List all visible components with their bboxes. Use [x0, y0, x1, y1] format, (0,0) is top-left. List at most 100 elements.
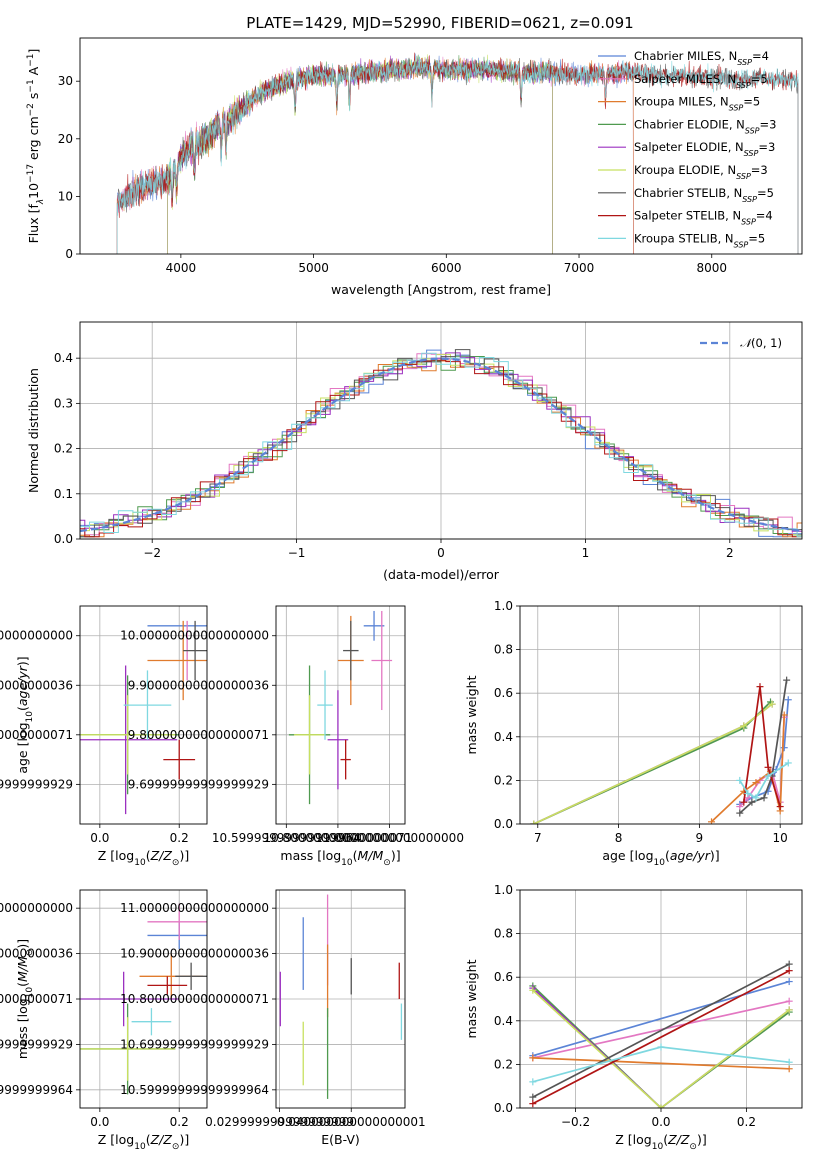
- mass-weight-marker: [780, 744, 788, 752]
- axes-frame: [275, 889, 406, 1109]
- y-tick-label: 0: [65, 247, 73, 261]
- error-bar-point: [163, 739, 196, 780]
- x-tick-label: 6000: [431, 261, 462, 275]
- x-tick-label: 7: [534, 831, 542, 845]
- mass-weight-marker: [736, 776, 744, 784]
- mass-weight-marker: [783, 676, 791, 684]
- mass-weight-marker: [760, 794, 768, 802]
- error-bar-point: [80, 695, 176, 775]
- residual-histogram: [80, 352, 802, 532]
- mass-vs-reddening-panel: 0.0299999999999999990.040000000000000001…: [120, 889, 426, 1147]
- y-tick-label: 0.1: [54, 487, 73, 501]
- error-bar-point: [80, 971, 180, 1027]
- y-tick-label: 10.00000000000000000: [120, 629, 269, 643]
- legend-label: Kroupa STELIB, NSSP=5: [634, 231, 765, 249]
- x-axis-label: Z [log10(Z/Z⊙)]: [98, 1132, 189, 1152]
- x-tick-label: 10: [773, 831, 788, 845]
- legend-label: Chabrier ELODIE, NSSP=3: [634, 117, 776, 135]
- y-tick-label: 9.69999999999999929: [128, 777, 269, 791]
- x-tick-label: 0: [437, 546, 445, 560]
- x-axis-label: Z [log10(Z/Z⊙)]: [615, 1132, 706, 1152]
- axes-frame: [519, 889, 803, 1109]
- mass-weight-vs-age-panel: 7 8 9 10 0.0 0.2 0.4 0.6 0.8 1.0 age [log10(age/yr…: [464, 599, 803, 868]
- mass-weight-line: [533, 701, 772, 824]
- legend: Chabrier MILES, NSSP=4 Salpeter MILES, NS…: [598, 49, 776, 249]
- error-bar-point: [371, 610, 393, 711]
- y-tick-label: 10.90000000000000036: [120, 947, 269, 961]
- axes-frame: [79, 321, 803, 540]
- error-bar-point: [147, 976, 188, 995]
- y-tick-label: 0.6: [494, 686, 513, 700]
- x-tick-label: −0.2: [561, 1115, 590, 1129]
- error-bar-point: [340, 739, 351, 780]
- age-vs-metallicity-panel: 0.0 0.2 9.69999999999999929 9.8000000000000…: [0, 605, 208, 868]
- error-bar-point: [80, 665, 178, 815]
- y-tick-label: 0.4: [54, 351, 73, 365]
- mass-weight-marker: [784, 759, 792, 767]
- y-tick-label: 0.8: [494, 927, 513, 941]
- mass-weight-marker: [764, 763, 772, 771]
- spectrum-line: [116, 56, 799, 254]
- x-axis-label: mass [log10(M/M⊙)]: [280, 848, 400, 868]
- error-bar-point: [131, 1008, 172, 1036]
- y-tick-label: 0.8: [494, 643, 513, 657]
- x-tick-label: 4000: [166, 261, 197, 275]
- x-tick-label: 10.80000000000000071: [263, 831, 412, 845]
- mass-weight-marker: [776, 803, 784, 811]
- mass-weight-line: [532, 989, 790, 1108]
- y-tick-label: 9.80000000000000071: [0, 728, 73, 742]
- y-tick-label: 10.69999999999999929: [0, 1037, 73, 1051]
- error-bar-point: [183, 620, 207, 681]
- y-axis-label: age [log10(age/yr)]: [15, 656, 35, 773]
- y-tick-label: 10.59999999999999964: [0, 1083, 73, 1097]
- y-tick-label: 0.2: [494, 773, 513, 787]
- spectrum-line: [167, 55, 553, 254]
- mass-weight-marker: [740, 798, 748, 806]
- legend-label: Kroupa ELODIE, NSSP=3: [634, 163, 768, 181]
- mass-weight-line: [532, 1000, 790, 1059]
- mass-weight-marker: [529, 1078, 537, 1086]
- mass-weight-marker: [764, 772, 772, 780]
- y-tick-label: 11.00000000000000000: [0, 901, 73, 915]
- x-axis-label: wavelength [Angstrom, rest frame]: [331, 282, 551, 297]
- axes-frame: [275, 605, 406, 825]
- mass-weight-marker: [785, 1065, 793, 1073]
- y-tick-label: 10.69999999999999929: [120, 1037, 269, 1051]
- x-tick-label: 0.0: [90, 1115, 109, 1129]
- x-tick-label: 0.0: [651, 1115, 670, 1129]
- y-axis-label: Flux [fλ10−17 erg cm−2 s−1 A−1]: [26, 49, 46, 244]
- y-tick-label: 9.90000000000000036: [0, 678, 73, 692]
- error-bar-point: [175, 962, 207, 990]
- mass-weight-marker: [768, 700, 776, 708]
- y-tick-label: 9.69999999999999929: [0, 777, 73, 791]
- y-tick-label: 0.4: [494, 730, 513, 744]
- y-tick-label: 10.00000000000000000: [0, 629, 73, 643]
- spectrum-panel: 4000 5000 6000 7000 8000 0 10 20 30 wavelength [A…: [26, 37, 803, 297]
- x-axis-label: age [log10(age/yr)]: [602, 848, 719, 868]
- mass-weight-marker: [708, 818, 716, 824]
- mass-weight-marker: [784, 696, 792, 704]
- axes-frame: [79, 605, 208, 825]
- legend-label: Salpeter MILES, NSSP=5: [634, 72, 768, 90]
- y-tick-label: 1.0: [494, 883, 513, 897]
- spectrum-line: [116, 53, 634, 254]
- error-bar-point: [147, 620, 207, 701]
- mass-weight-line: [710, 714, 786, 823]
- figure-title: PLATE=1429, MJD=52990, FIBERID=0621, z=0…: [246, 14, 633, 32]
- mass-weight-marker: [756, 683, 764, 691]
- mass-weight-marker: [785, 967, 793, 975]
- mass-weight-marker: [785, 1058, 793, 1066]
- legend-label: Salpeter ELODIE, NSSP=3: [634, 140, 775, 158]
- y-tick-label: 9.80000000000000071: [128, 728, 269, 742]
- error-bar-point: [123, 670, 172, 740]
- mass-weight-line: [742, 686, 782, 807]
- y-tick-label: 0.0: [494, 817, 513, 831]
- y-tick-label: 10.90000000000000036: [0, 947, 73, 961]
- mass-weight-marker: [744, 789, 752, 797]
- mass-weight-line: [532, 980, 790, 1057]
- x-tick-label: 8000: [696, 261, 727, 275]
- residual-histogram: [80, 352, 802, 538]
- mass-weight-marker: [752, 794, 760, 802]
- x-tick-label: 0.029999999999999999: [205, 1115, 354, 1129]
